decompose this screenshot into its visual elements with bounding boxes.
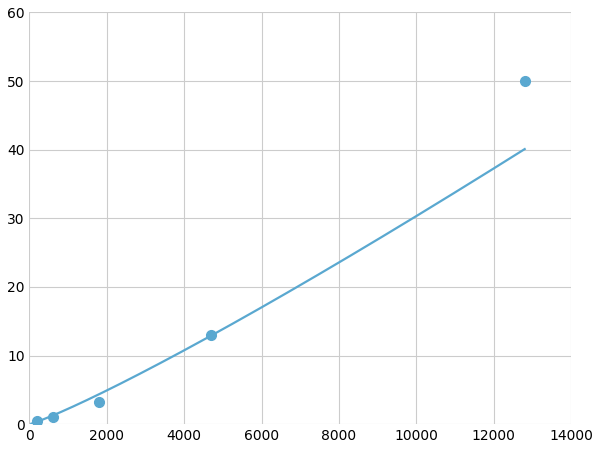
Point	[48, 414, 58, 421]
Point	[94, 399, 104, 406]
Point	[32, 417, 42, 424]
Point	[206, 331, 216, 338]
Point	[520, 77, 529, 85]
